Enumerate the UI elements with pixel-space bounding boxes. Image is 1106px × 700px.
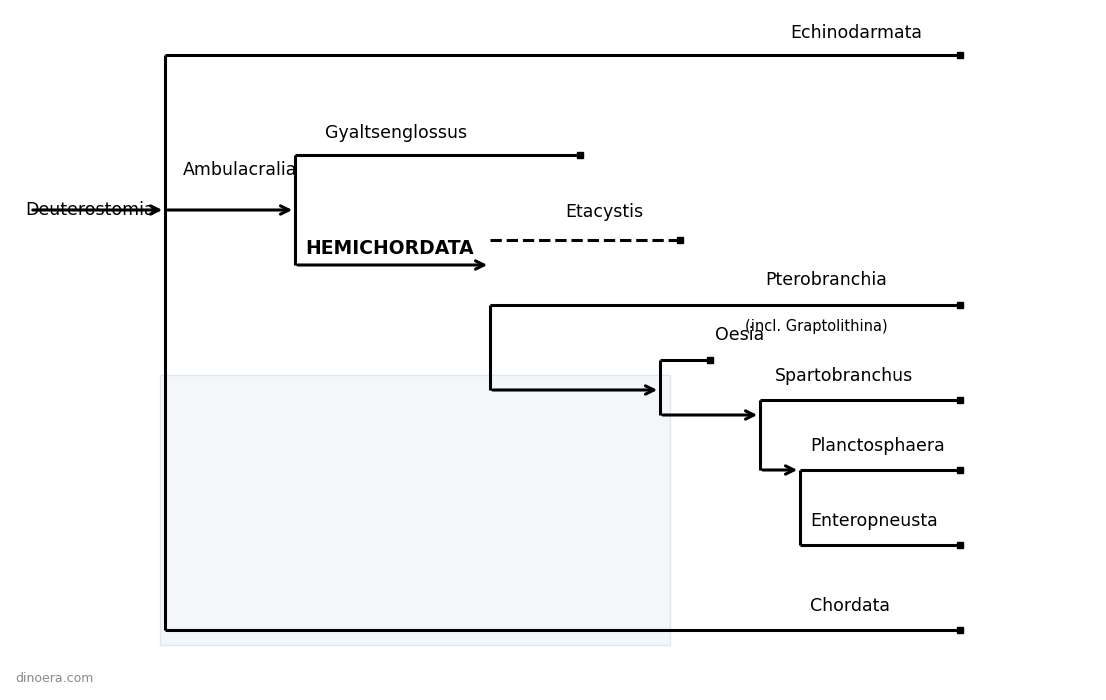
Text: Enteropneusta: Enteropneusta [810, 512, 938, 530]
Text: Chordata: Chordata [810, 597, 890, 615]
Text: Deuterostomia: Deuterostomia [25, 201, 155, 219]
Text: Etacystis: Etacystis [565, 203, 643, 221]
Text: Oesia: Oesia [714, 326, 764, 344]
Bar [160, 375, 670, 645]
Text: (incl. Graptolithina): (incl. Graptolithina) [745, 319, 888, 335]
Text: HEMICHORDATA: HEMICHORDATA [305, 239, 473, 258]
Text: Planctosphaera: Planctosphaera [810, 437, 945, 455]
Text: Gyaltsenglossus: Gyaltsenglossus [325, 124, 467, 142]
Text: Pterobranchia: Pterobranchia [765, 271, 887, 289]
Text: Spartobranchus: Spartobranchus [775, 367, 914, 385]
Text: Echinodarmata: Echinodarmata [790, 24, 922, 42]
Text: Ambulacralia: Ambulacralia [182, 161, 298, 179]
Text: dinoera.com: dinoera.com [15, 672, 93, 685]
